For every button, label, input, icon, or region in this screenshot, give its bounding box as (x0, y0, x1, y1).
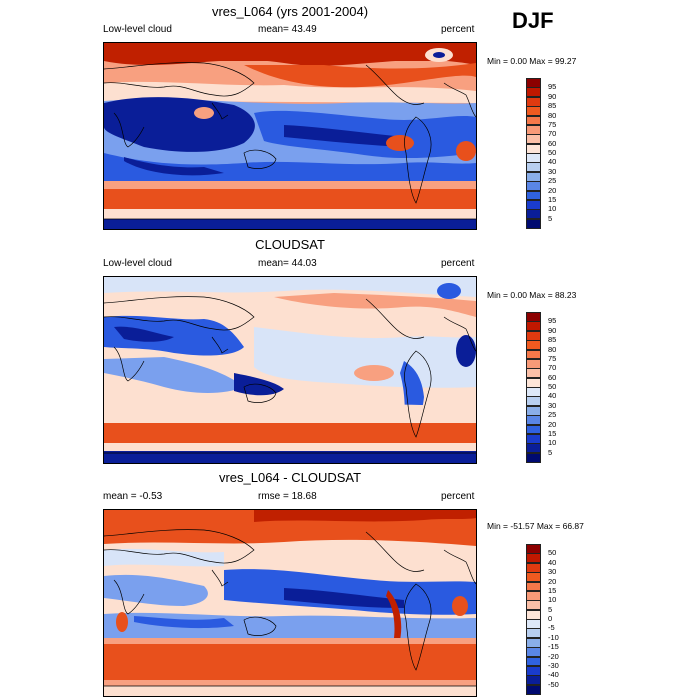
colorbar-tick-label: 25 (548, 410, 557, 420)
panel-1-title: vres_L064 (yrs 2001-2004) (211, 4, 369, 19)
panel-3-map (103, 509, 477, 697)
panel-1-colorbar: 95 90 85 80 75 70 60 50 40 30 25 20 15 10 5 (526, 78, 586, 229)
colorbar-tick-label: 40 (548, 391, 557, 401)
colorbar-tick-label: 30 (548, 567, 557, 577)
colorbar-tick-label: -30 (548, 660, 559, 670)
panel-1-map (103, 42, 477, 230)
colorbar-tick-label: -10 (548, 632, 559, 642)
colorbar-tick-label: 75 (548, 119, 557, 129)
colorbar-tick-label: 15 (548, 585, 557, 595)
colorbar-tick-label: 40 (548, 557, 557, 567)
colorbar-tick-label: 0 (548, 614, 553, 623)
colorbar-tick-label: 90 (548, 91, 557, 101)
colorbar-tick-label: 75 (548, 353, 557, 363)
panel-2-colorbar: 95 90 85 80 75 70 60 50 40 30 25 20 15 10 5 (526, 312, 586, 463)
panel-3-colorbar: 50 40 30 20 15 10 5 0 -5 -10 -15 -20 -30 -40 -50 (526, 544, 586, 695)
colorbar-tick-label: 10 (548, 595, 557, 605)
panel-1-minmax: Min = 0.00 Max = 99.27 (487, 56, 577, 66)
colorbar-tick-label: 95 (548, 316, 557, 326)
panel-1-mean-label: mean= 43.49 (258, 24, 317, 35)
panel-2-map-svg (104, 277, 476, 463)
panel-2-minmax: Min = 0.00 Max = 88.23 (487, 290, 577, 300)
colorbar-swatch (526, 452, 541, 463)
panel-2-mean-label: mean= 44.03 (258, 258, 317, 269)
panel-3-title: vres_L064 - CLOUDSAT (218, 470, 362, 485)
colorbar-tick-label: 30 (548, 166, 557, 176)
colorbar-tick-label: 10 (548, 438, 557, 448)
season-label: DJF (512, 8, 554, 33)
panel-1-variable-label: Low-level cloud (103, 24, 172, 35)
panel-2-units-label: percent (441, 258, 475, 269)
colorbar-tick-label: 60 (548, 372, 557, 382)
colorbar-tick-label: 5 (548, 447, 553, 457)
panel-1-map-svg (104, 43, 476, 229)
colorbar-tick-label: 25 (548, 176, 557, 186)
colorbar-tick-label: 80 (548, 110, 557, 120)
colorbar-tick-label: 30 (548, 400, 557, 410)
panel-3-rmse-label: rmse = 18.68 (258, 491, 317, 502)
colorbar-tick-label: 20 (548, 185, 557, 195)
colorbar-tick-label: 60 (548, 138, 557, 148)
colorbar-tick-label: 50 (548, 148, 557, 157)
colorbar-tick-label: 5 (548, 604, 553, 614)
panel-3-units-label: percent (441, 491, 475, 502)
colorbar-tick-label: 90 (548, 325, 557, 335)
colorbar-tick-label: 10 (548, 204, 557, 214)
colorbar-tick-label: 85 (548, 101, 557, 111)
panel-3-minmax: Min = -51.57 Max = 66.87 (487, 521, 584, 531)
colorbar-tick-label: -40 (548, 670, 559, 680)
panel-2-title: CLOUDSAT (255, 237, 325, 252)
colorbar-tick-label: -50 (548, 679, 559, 689)
panel-2-variable-label: Low-level cloud (103, 258, 172, 269)
colorbar-tick-label: 5 (548, 213, 553, 223)
colorbar-tick-label: -5 (548, 623, 555, 633)
colorbar-tick-label: 70 (548, 129, 557, 139)
colorbar-tick-label: 80 (548, 344, 557, 354)
colorbar-swatch (526, 218, 541, 229)
colorbar-tick-label: 40 (548, 157, 557, 167)
panel-2-map (103, 276, 477, 464)
colorbar-tick-label: 15 (548, 194, 557, 204)
colorbar-tick-label: 50 (548, 382, 557, 391)
colorbar-tick-label: -15 (548, 642, 559, 652)
colorbar-tick-label: 50 (548, 548, 557, 558)
colorbar-tick-label: 15 (548, 428, 557, 438)
colorbar-swatch (526, 684, 541, 695)
panel-3-mean-label: mean = -0.53 (103, 491, 163, 502)
colorbar-tick-label: 95 (548, 82, 557, 92)
colorbar-tick-label: 85 (548, 335, 557, 345)
panel-3-map-svg (104, 510, 476, 696)
colorbar-tick-label: -20 (548, 651, 559, 661)
panel-1-units-label: percent (441, 24, 475, 35)
colorbar-tick-label: 70 (548, 363, 557, 373)
colorbar-tick-label: 20 (548, 419, 557, 429)
colorbar-tick-label: 20 (548, 576, 557, 586)
